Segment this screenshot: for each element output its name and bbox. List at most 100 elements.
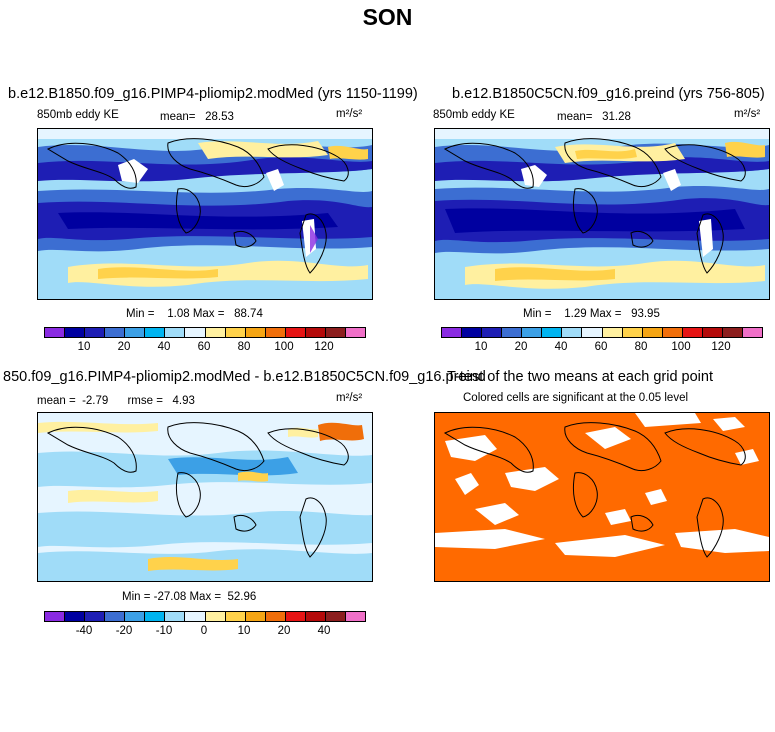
- panel-c-max-value: 52.96: [227, 591, 257, 603]
- figure-title: SON: [362, 4, 413, 30]
- panel-b-min-value: 1.29: [564, 308, 587, 320]
- panel-b-variable: 850mb eddy KE: [433, 109, 515, 121]
- colorbar-tick-label: 60: [594, 341, 608, 353]
- panel-a-map: [37, 128, 373, 300]
- colorbar-tick-label: 20: [117, 341, 131, 353]
- colorbar-swatch: [145, 612, 166, 621]
- colorbar-tick-label: 100: [274, 341, 294, 353]
- panel-a-max-label: Max =: [192, 308, 225, 320]
- panel-c-mean: mean = -2.79 rmse = 4.93: [37, 395, 195, 407]
- panel-c-units: m²/s²: [336, 392, 363, 404]
- colorbar-swatch: [442, 328, 463, 337]
- colorbar-tick-label: 80: [634, 341, 648, 353]
- panel-b-mean-value: 31.28: [602, 111, 631, 123]
- panel-a-min: Min = 1.08 Max = 88.74: [126, 308, 263, 320]
- colorbar-swatch: [145, 328, 166, 337]
- colorbar-swatch: [125, 328, 146, 337]
- colorbar-swatch: [45, 612, 66, 621]
- colorbar-tick-label: -10: [155, 625, 173, 637]
- colorbar-swatch: [265, 328, 286, 337]
- colorbar-swatch: [65, 328, 86, 337]
- colorbar-tick-label: 0: [200, 625, 208, 637]
- panel-c-title: 850.f09_g16.PIMP4-pliomip2.modMed - b.e1…: [3, 369, 486, 385]
- colorbar-swatch: [85, 328, 106, 337]
- colorbar-swatch: [305, 612, 326, 621]
- colorbar-swatch: [502, 328, 523, 337]
- colorbar-tick-label: 80: [237, 341, 251, 353]
- panel-c-min-value: -27.08: [153, 591, 187, 603]
- colorbar-tick-label: 40: [317, 625, 331, 637]
- panel-a-map-field: [38, 129, 372, 299]
- panel-c-max-label: Max =: [189, 591, 222, 603]
- colorbar-swatch: [682, 328, 703, 337]
- colorbar-swatch: [285, 328, 306, 337]
- panel-c-colorbar: [44, 611, 366, 622]
- colorbar-tick-label: 60: [197, 341, 211, 353]
- colorbar-swatch: [462, 328, 483, 337]
- colorbar-swatch: [225, 328, 246, 337]
- panel-c-min: Min = -27.08 Max = 52.96: [122, 591, 256, 603]
- colorbar-swatch: [265, 612, 286, 621]
- colorbar-tick-label: -40: [75, 625, 93, 637]
- panel-b-min: Min = 1.29 Max = 93.95: [523, 308, 660, 320]
- colorbar-tick-label: -20: [115, 625, 133, 637]
- colorbar-swatch: [542, 328, 563, 337]
- panel-b-min-label: Min =: [523, 308, 552, 320]
- colorbar-tick-label: 40: [554, 341, 568, 353]
- panel-a-title: b.e12.B1850.f09_g16.PIMP4-pliomip2.modMe…: [8, 86, 418, 102]
- panel-a-units: m²/s²: [336, 108, 363, 120]
- panel-c-mean-label: mean =: [37, 395, 76, 407]
- colorbar-swatch: [185, 328, 206, 337]
- panel-b-colorbar: [441, 327, 763, 338]
- colorbar-swatch: [582, 328, 603, 337]
- colorbar-tick-label: 10: [77, 341, 91, 353]
- panel-c-mean-value: -2.79: [82, 395, 109, 407]
- panel-c-map-field: [38, 413, 372, 581]
- colorbar-tick-label: 20: [514, 341, 528, 353]
- colorbar-swatch: [742, 328, 762, 337]
- panel-b-mean: mean= 31.28: [557, 111, 631, 123]
- colorbar-swatch: [45, 328, 66, 337]
- panel-d-subtitle: Colored cells are significant at the 0.0…: [463, 392, 689, 404]
- panel-b-mean-label: mean=: [557, 111, 593, 123]
- colorbar-swatch: [245, 612, 266, 621]
- colorbar-swatch: [522, 328, 543, 337]
- panel-b-title: b.e12.B1850C5CN.f09_g16.preind (yrs 756-…: [452, 86, 765, 102]
- colorbar-swatch: [325, 612, 346, 621]
- colorbar-swatch: [325, 328, 346, 337]
- panel-c-rmse-value: 4.93: [172, 395, 195, 407]
- colorbar-swatch: [205, 612, 226, 621]
- panel-a-mean-label: mean=: [160, 111, 196, 123]
- colorbar-tick-label: 20: [277, 625, 291, 637]
- panel-b-max-label: Max =: [589, 308, 622, 320]
- colorbar-swatch: [562, 328, 583, 337]
- colorbar-swatch: [205, 328, 226, 337]
- panel-a-min-label: Min =: [126, 308, 155, 320]
- colorbar-swatch: [105, 612, 126, 621]
- colorbar-swatch: [285, 612, 306, 621]
- colorbar-swatch: [165, 328, 186, 337]
- colorbar-tick-label: 10: [237, 625, 251, 637]
- colorbar-swatch: [722, 328, 743, 337]
- colorbar-swatch: [602, 328, 623, 337]
- colorbar-swatch: [345, 328, 365, 337]
- panel-b-map-field: [435, 129, 769, 299]
- colorbar-swatch: [65, 612, 86, 621]
- colorbar-swatch: [225, 612, 246, 621]
- panel-a-min-value: 1.08: [167, 308, 190, 320]
- colorbar-swatch: [165, 612, 186, 621]
- panel-b-units: m²/s²: [734, 108, 761, 120]
- panel-b-max-value: 93.95: [631, 308, 660, 320]
- panel-a-max-value: 88.74: [234, 308, 263, 320]
- colorbar-swatch: [125, 612, 146, 621]
- colorbar-tick-label: 120: [711, 341, 731, 353]
- colorbar-swatch: [662, 328, 683, 337]
- panel-a-colorbar: [44, 327, 366, 338]
- colorbar-tick-label: 10: [474, 341, 488, 353]
- colorbar-tick-label: 120: [314, 341, 334, 353]
- colorbar-swatch: [702, 328, 723, 337]
- colorbar-swatch: [105, 328, 126, 337]
- panel-c-min-label: Min =: [122, 591, 151, 603]
- colorbar-swatch: [345, 612, 365, 621]
- panel-d-map: [434, 412, 770, 582]
